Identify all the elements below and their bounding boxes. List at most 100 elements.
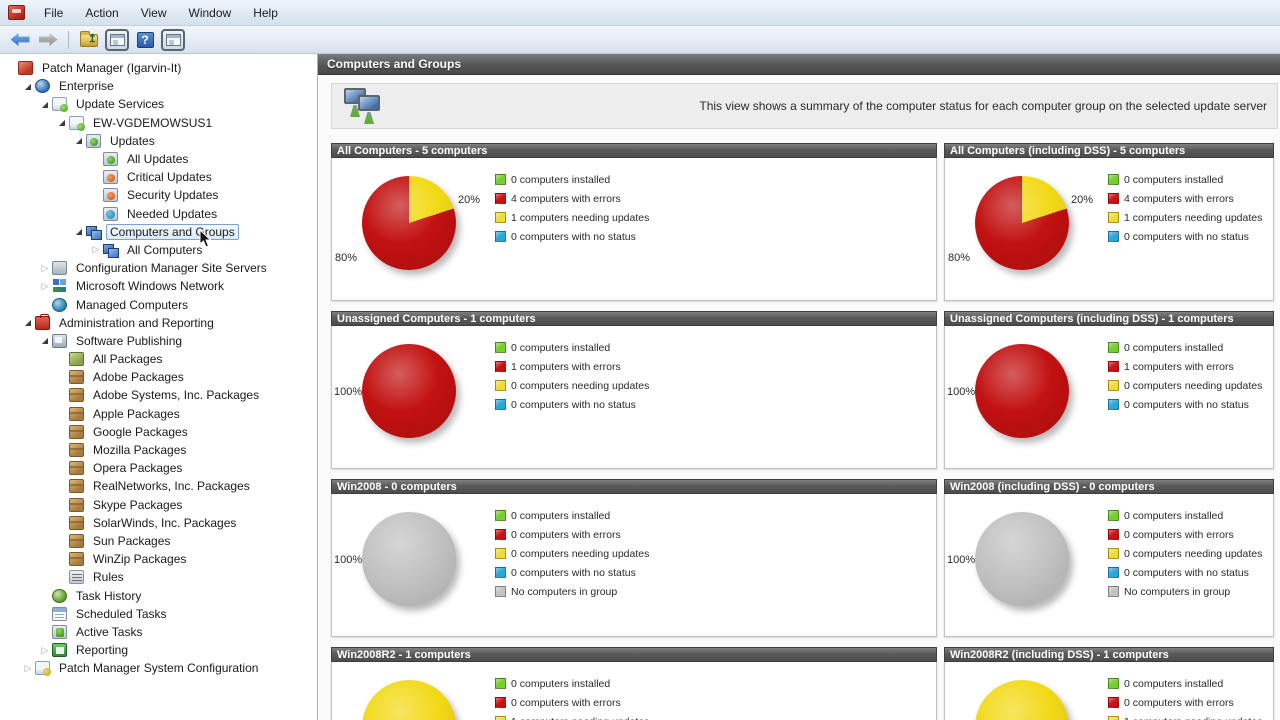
tree-item-opera-packages[interactable]: Opera Packages (0, 459, 317, 477)
legend-text: 0 computers with no status (511, 398, 636, 411)
expander-icon[interactable]: ▷ (24, 662, 32, 673)
tree-item-all-packages[interactable]: All Packages (0, 350, 317, 368)
expander-icon[interactable]: ◢ (75, 136, 83, 146)
legend-text: 1 computers needing updates (1124, 211, 1263, 224)
legend: 0 computers installed 0 computers with er… (495, 506, 649, 601)
legend-item: 0 computers with errors (495, 525, 649, 544)
pie-chart (362, 512, 456, 606)
tree-item-solarwinds-inc-packages[interactable]: SolarWinds, Inc. Packages (0, 514, 317, 532)
tree-item-managed-computers[interactable]: Managed Computers (0, 295, 317, 313)
tree-item-sun-packages[interactable]: Sun Packages (0, 532, 317, 550)
legend-swatch (495, 716, 506, 720)
tree-item-enterprise[interactable]: ◢ Enterprise (0, 77, 317, 95)
legend-swatch (495, 342, 506, 353)
help-button[interactable]: ? (133, 29, 157, 51)
expander-icon[interactable]: ◢ (24, 81, 32, 91)
needed-updates-icon (103, 206, 118, 221)
tree-item-adobe-systems-inc-packages[interactable]: Adobe Systems, Inc. Packages (0, 386, 317, 404)
expander-icon[interactable]: ◢ (75, 227, 83, 237)
tree-item-mozilla-packages[interactable]: Mozilla Packages (0, 441, 317, 459)
section-body: 100% 0 computers installed 0 computers wit… (331, 494, 937, 637)
legend-item: 0 computers installed (495, 170, 649, 189)
tree-item-ew-vgdemowsus1[interactable]: ◢ EW-VGDEMOWSUS1 (0, 114, 317, 132)
package-icon (69, 533, 84, 548)
legend-text: 0 computers with errors (1124, 696, 1234, 709)
show-action-pane-button[interactable] (161, 28, 185, 51)
tree-item-skype-packages[interactable]: Skype Packages (0, 496, 317, 514)
tree-item-critical-updates[interactable]: Critical Updates (0, 168, 317, 186)
legend-item: 4 computers with errors (495, 189, 649, 208)
section-all-computers-including-dss-5-computers: All Computers (including DSS) - 5 comput… (944, 143, 1274, 301)
pie-chart (975, 344, 1069, 438)
tree-item-label: Opera Packages (93, 461, 183, 476)
tree-item-all-computers[interactable]: ▷ All Computers (0, 241, 317, 259)
tree-item-update-services[interactable]: ◢ Update Services (0, 95, 317, 113)
section-win2008-including-dss-0-computers: Win2008 (including DSS) - 0 computers 100… (944, 479, 1274, 637)
menu-file[interactable]: File (44, 5, 64, 20)
expander-icon[interactable]: ◢ (58, 118, 66, 128)
legend-text: 0 computers needing updates (1124, 379, 1263, 392)
back-arrow-icon (10, 33, 30, 46)
menu-help[interactable]: Help (253, 5, 278, 20)
legend-text: 0 computers installed (1124, 341, 1224, 354)
expander-icon[interactable]: ▷ (41, 644, 49, 655)
tree-item-label: All Packages (93, 352, 163, 367)
menu-action[interactable]: Action (85, 5, 119, 20)
tree-item-scheduled-tasks[interactable]: Scheduled Tasks (0, 605, 317, 623)
tree-item-administration-and-reporting[interactable]: ◢ Administration and Reporting (0, 313, 317, 332)
critical-updates-icon (103, 170, 118, 185)
pie-chart (362, 176, 456, 270)
legend-text: 0 computers with no status (511, 566, 636, 579)
pie-gloss (975, 344, 1069, 438)
section-win2008r2-including-dss-1-computers: Win2008R2 (including DSS) - 1 computers 0… (944, 647, 1274, 720)
legend-swatch (1108, 567, 1119, 578)
tree-item-label: Adobe Systems, Inc. Packages (93, 388, 260, 403)
tree-item-needed-updates[interactable]: Needed Updates (0, 205, 317, 223)
tree-item-label: Enterprise (59, 79, 114, 94)
tree-item-patch-manager-system-configuration[interactable]: ▷ Patch Manager System Configuration (0, 659, 317, 677)
export-list-button[interactable] (77, 29, 101, 51)
all-updates-icon (103, 152, 118, 167)
tree-item-computers-and-groups[interactable]: ◢ Computers and Groups (0, 223, 317, 241)
tree-item-software-publishing[interactable]: ◢ Software Publishing (0, 332, 317, 350)
tree-item-label: SolarWinds, Inc. Packages (93, 515, 237, 530)
expander-icon[interactable]: ◢ (41, 99, 49, 109)
managed-icon (52, 297, 67, 312)
percent-label: 20% (458, 194, 481, 206)
menu-view[interactable]: View (140, 5, 167, 20)
expander-icon[interactable]: ▷ (41, 262, 49, 273)
tree-item-label: Update Services (76, 97, 165, 112)
legend-item: 0 computers needing updates (1108, 544, 1262, 563)
tree-item-patch-manager-igarvin-it[interactable]: Patch Manager (Igarvin-It) (0, 59, 317, 77)
tree-item-apple-packages[interactable]: Apple Packages (0, 405, 317, 423)
legend-swatch (1108, 399, 1119, 410)
tree-item-task-history[interactable]: Task History (0, 586, 317, 604)
tree-item-configuration-manager-site-servers[interactable]: ▷ Configuration Manager Site Servers (0, 259, 317, 277)
tree-item-label: Mozilla Packages (93, 443, 187, 458)
tree-item-adobe-packages[interactable]: Adobe Packages (0, 368, 317, 386)
expander-icon[interactable]: ◢ (41, 336, 49, 346)
tree-item-all-updates[interactable]: All Updates (0, 150, 317, 168)
legend-swatch (495, 567, 506, 578)
menu-window[interactable]: Window (188, 5, 232, 20)
legend: 0 computers installed 0 computers with er… (495, 674, 649, 720)
legend: 0 computers installed 4 computers with er… (495, 170, 649, 246)
expander-icon[interactable]: ▷ (41, 280, 49, 291)
tree-item-security-updates[interactable]: Security Updates (0, 186, 317, 204)
expander-icon[interactable]: ◢ (24, 318, 32, 328)
tree-item-active-tasks[interactable]: Active Tasks (0, 623, 317, 641)
expander-icon[interactable]: ▷ (92, 244, 100, 255)
tree-item-rules[interactable]: Rules (0, 568, 317, 586)
tree-item-winzip-packages[interactable]: WinZip Packages (0, 550, 317, 568)
legend-swatch (1108, 586, 1119, 597)
show-console-tree-button[interactable] (105, 28, 129, 51)
tree-item-reporting[interactable]: ▷ Reporting (0, 641, 317, 659)
tree-item-realnetworks-inc-packages[interactable]: RealNetworks, Inc. Packages (0, 477, 317, 495)
back-button[interactable] (8, 29, 32, 51)
tree-item-updates[interactable]: ◢ Updates (0, 132, 317, 150)
legend-item: 1 computers with errors (1108, 357, 1262, 376)
tree-item-microsoft-windows-network[interactable]: ▷ Microsoft Windows Network (0, 277, 317, 295)
forward-button[interactable] (36, 29, 60, 51)
folder-up-icon (80, 31, 98, 47)
tree-item-google-packages[interactable]: Google Packages (0, 423, 317, 441)
